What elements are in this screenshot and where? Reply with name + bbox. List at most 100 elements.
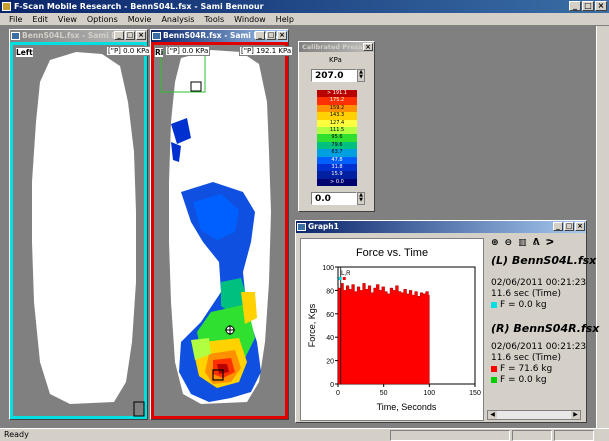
y-tick-label: 40 <box>326 335 334 342</box>
cursor-label: L,R <box>341 271 351 277</box>
status-panel-2 <box>512 430 552 441</box>
app-title: F-Scan Mobile Research - BennS04L.fsx - … <box>14 2 264 11</box>
left-window-title: BennS04L.fsx - Sami Ben... <box>22 31 136 40</box>
legend-entry: 79.6 <box>317 141 357 150</box>
cursor-left-marker <box>338 277 342 280</box>
right-force-row: F = 71.6 kg <box>491 364 552 374</box>
series-r-area <box>337 283 430 385</box>
status-panel-1 <box>390 430 510 441</box>
right-minimize-button[interactable]: _ <box>255 31 265 40</box>
legend-entry: 127.4 <box>317 119 357 127</box>
right-window-titlebar[interactable]: BennS04R.fsx - Sami Benn... _ □ × <box>151 30 288 42</box>
minimize-button[interactable]: _ <box>569 1 581 11</box>
right-force-row-2: F = 0.0 kg <box>491 375 547 385</box>
run-icon[interactable]: ᕗ <box>545 238 554 248</box>
max-pressure-field[interactable]: 207.0 <box>311 69 357 82</box>
walk-icon[interactable]: ᕕ <box>532 238 540 248</box>
right-maximize-button[interactable]: □ <box>266 31 276 40</box>
y-tick-label: 100 <box>322 265 334 272</box>
status-bar: Ready <box>0 428 609 441</box>
calibrated-pressure-panel[interactable]: Calibrated Pressure × KPa 207.0 ▲ ▼ > 191… <box>298 41 375 212</box>
right-time: 11.6 sec (Time) <box>491 353 561 363</box>
unit-label: KPa <box>329 56 342 64</box>
menu-edit[interactable]: Edit <box>32 14 48 24</box>
left-file-label: (L) BennS04L.fsx <box>491 254 597 267</box>
left-force: F = 0.0 kg <box>500 300 547 310</box>
left-minimize-button[interactable]: _ <box>114 31 124 40</box>
graph-window-title: Graph1 <box>308 222 339 231</box>
cursor-right-marker <box>342 277 346 280</box>
graph-toolbar: ⊕ ⊖ ▥ ᕕ ᕗ <box>491 238 554 248</box>
legend-entry: 47.8 <box>317 156 357 164</box>
right-foot-label: Ri <box>155 48 164 57</box>
window-icon <box>11 32 20 40</box>
menu-window[interactable]: Window <box>234 14 266 24</box>
legend-entry: 111.5 <box>317 126 357 135</box>
app-title-bar: F-Scan Mobile Research - BennS04L.fsx - … <box>0 0 609 13</box>
legend-entry: 63.7 <box>317 149 357 157</box>
workspace-scrollbar[interactable] <box>596 26 609 428</box>
left-maximize-button[interactable]: □ <box>125 31 135 40</box>
y-axis-label: Force, Kgs <box>307 303 317 347</box>
legend-entry: 143.3 <box>317 112 357 120</box>
scroll-right-button[interactable]: ▶ <box>571 411 580 419</box>
menu-view[interactable]: View <box>57 14 77 24</box>
bar-chart-icon[interactable]: ▥ <box>518 238 527 248</box>
menu-options[interactable]: Options <box>86 14 118 24</box>
graph-maximize-button[interactable]: □ <box>564 222 574 231</box>
pressure-color-legend: > 191.1 175.2 159.2 143.3 127.4 111.5 95.6 79.6… <box>317 90 357 187</box>
zoom-in-icon[interactable]: ⊕ <box>491 238 499 248</box>
app-icon <box>2 2 11 11</box>
left-foot-window[interactable]: BennS04L.fsx - Sami Ben... _ □ × Left ["… <box>9 29 152 420</box>
chart-area: Force vs. Time L,R 0 20 40 60 80 100 0 50 100 150 Ti… <box>300 238 484 421</box>
left-close-button[interactable]: × <box>136 31 146 40</box>
graph-window-titlebar[interactable]: Graph1 _ □ × <box>296 221 586 233</box>
y-tick-label: 80 <box>326 288 334 295</box>
min-pressure-field[interactable]: 0.0 <box>311 192 357 205</box>
maximize-button[interactable]: □ <box>582 1 594 11</box>
right-force-swatch-2 <box>491 376 497 383</box>
window-icon <box>152 32 161 40</box>
min-pressure-spinner[interactable]: ▲ ▼ <box>357 192 365 205</box>
left-force-swatch <box>491 301 497 308</box>
scroll-left-button[interactable]: ◀ <box>488 411 497 419</box>
left-pressure-map <box>10 42 147 419</box>
right-force-swatch <box>491 365 497 372</box>
center-of-force-icon <box>225 325 235 335</box>
chart-title: Force vs. Time <box>356 247 428 259</box>
menu-file[interactable]: File <box>9 14 23 24</box>
calibrated-close-button[interactable]: × <box>363 43 373 51</box>
graph-close-button[interactable]: × <box>575 222 585 231</box>
right-pressure-map <box>151 42 288 419</box>
calibrated-panel-title: Calibrated Pressure <box>302 43 374 51</box>
right-force-2: F = 0.0 kg <box>500 375 547 385</box>
max-pressure-spinner[interactable]: ▲ ▼ <box>357 69 365 82</box>
left-date: 02/06/2011 00:21:23 <box>491 278 587 288</box>
x-tick-label: 50 <box>380 390 388 397</box>
graph-minimize-button[interactable]: _ <box>553 222 563 231</box>
status-panel-3 <box>554 430 594 441</box>
right-close-button[interactable]: × <box>277 31 287 40</box>
x-tick-label: 100 <box>423 390 435 397</box>
graph-hscrollbar[interactable]: ◀ ▶ <box>487 410 581 420</box>
menu-help[interactable]: Help <box>275 14 294 24</box>
close-button[interactable]: × <box>595 1 607 11</box>
menu-tools[interactable]: Tools <box>204 14 225 24</box>
y-tick-label: 20 <box>326 359 334 366</box>
calibrated-panel-titlebar[interactable]: Calibrated Pressure × <box>299 42 374 52</box>
right-force: F = 71.6 kg <box>500 364 553 374</box>
right-foot-window[interactable]: BennS04R.fsx - Sami Benn... _ □ × <box>150 29 294 420</box>
graph-window[interactable]: Graph1 _ □ × Force vs. Time L,R 0 20 40 60 80 1… <box>295 220 599 423</box>
legend-entry: 159.2 <box>317 104 357 113</box>
x-axis-label: Time, Seconds <box>377 402 437 412</box>
legend-entry: 31.8 <box>317 163 357 172</box>
pressure-blob <box>171 118 261 402</box>
right-pressure-readout-left: ["P] 0.0 KPa <box>165 46 211 56</box>
menu-analysis[interactable]: Analysis <box>161 14 195 24</box>
x-tick-label: 0 <box>336 390 340 397</box>
menu-movie[interactable]: Movie <box>127 14 152 24</box>
force-vs-time-chart: Force vs. Time L,R 0 20 40 60 80 100 0 50 100 150 Ti… <box>307 247 481 412</box>
left-window-titlebar[interactable]: BennS04L.fsx - Sami Ben... _ □ × <box>10 30 147 42</box>
zoom-out-icon[interactable]: ⊖ <box>504 238 513 248</box>
legend-entry: > 0.0 <box>317 178 357 187</box>
